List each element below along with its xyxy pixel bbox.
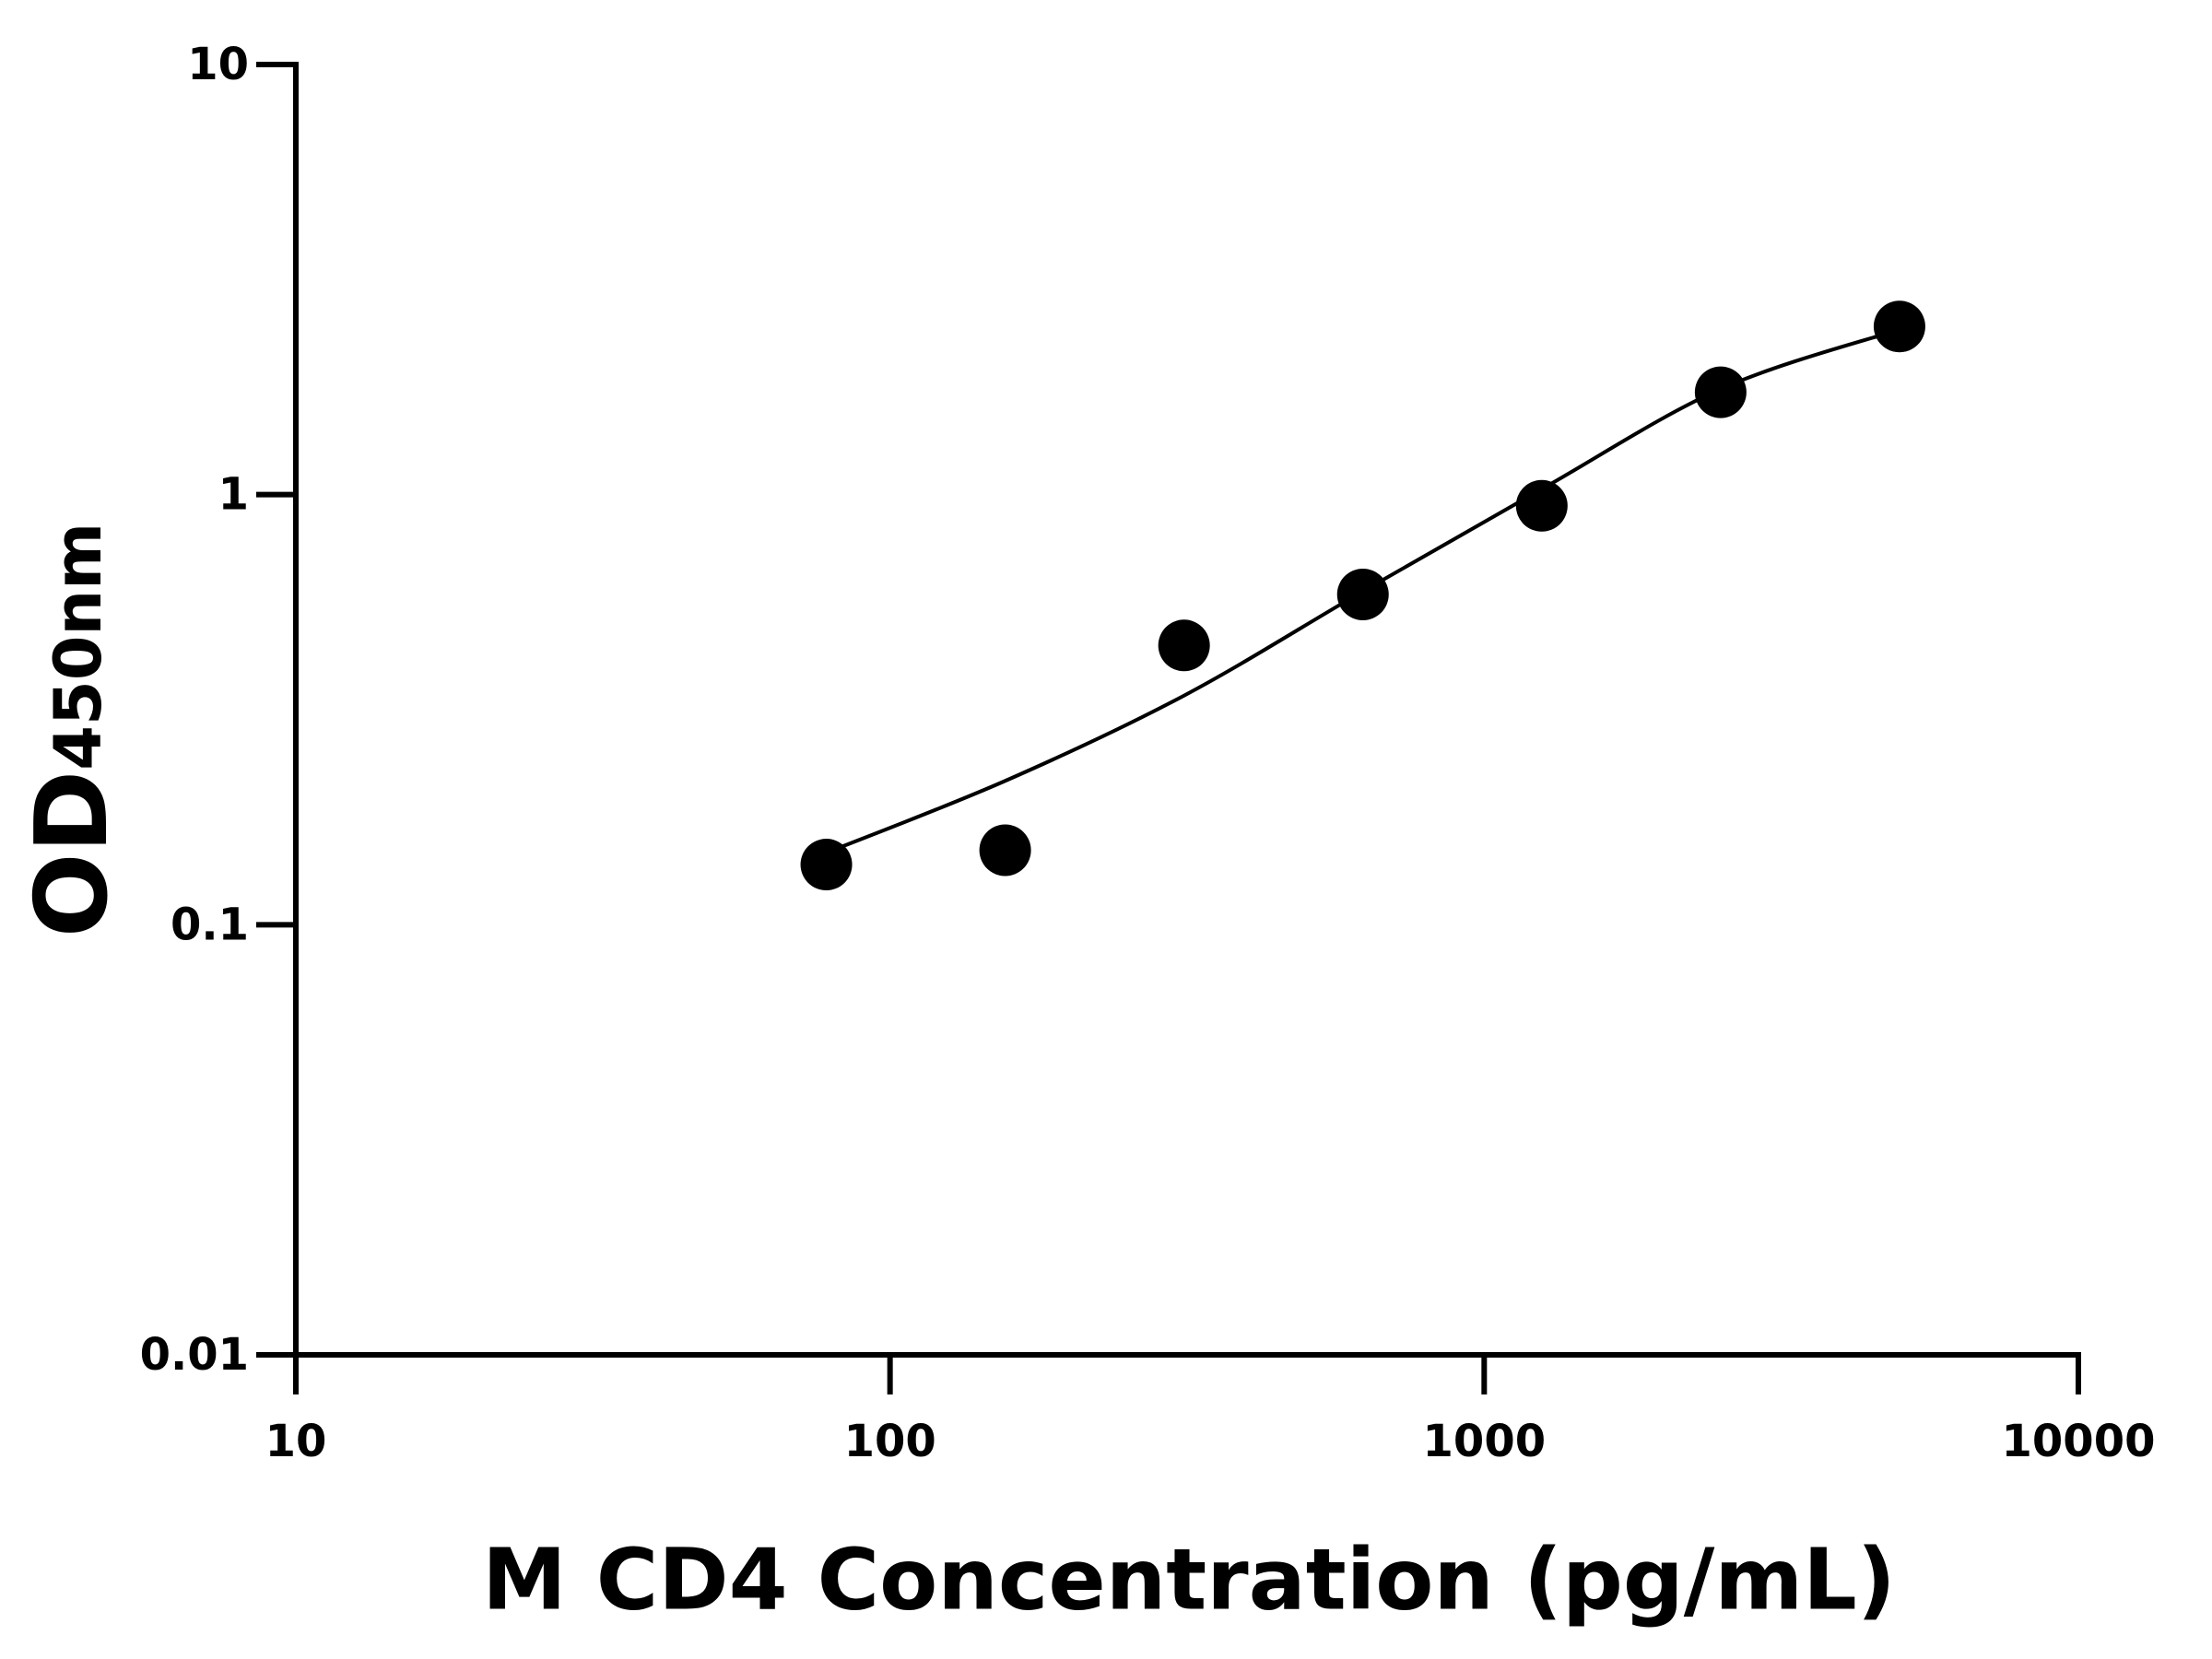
y-axis-label-subscript: 450nm <box>41 523 116 771</box>
y-tick-label: 0.01 <box>140 1329 249 1381</box>
data-point <box>1336 568 1389 620</box>
x-tick-label: 10000 <box>2002 1416 2156 1467</box>
data-point <box>979 824 1031 877</box>
x-tick-label: 10 <box>265 1416 327 1467</box>
y-tick-label: 10 <box>187 39 249 90</box>
data-point <box>1158 619 1210 672</box>
data-point <box>800 839 853 891</box>
data-point <box>1873 300 1925 353</box>
data-point <box>1515 479 1568 532</box>
x-axis-label: M CD4 Concentration (pg/mL) <box>482 1530 1896 1629</box>
x-tick-label: 1000 <box>1423 1416 1547 1467</box>
y-tick-label: 0.1 <box>171 899 249 950</box>
y-tick-label: 1 <box>218 469 249 521</box>
y-axis-label-main: OD <box>15 771 130 937</box>
data-point <box>1694 366 1747 418</box>
x-tick-label: 100 <box>844 1416 936 1467</box>
y-axis-label: OD450nm <box>15 523 130 937</box>
